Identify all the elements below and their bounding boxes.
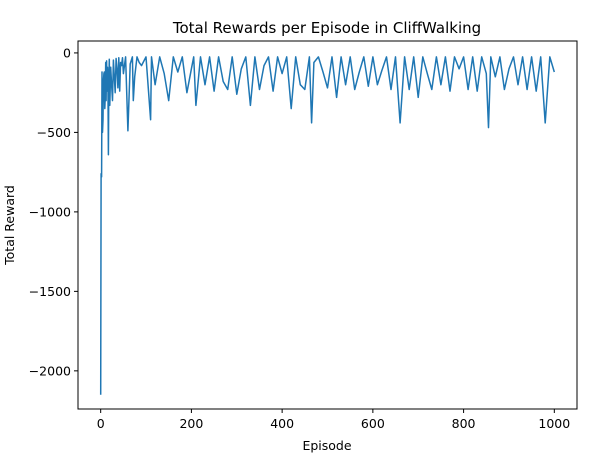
plot-frame	[77, 40, 578, 410]
y-tick-label: −2000	[29, 363, 71, 378]
x-tick-label: 800	[452, 416, 476, 431]
y-tick-label: −1500	[29, 284, 71, 299]
x-axis-ticks: 0 200 400 600 800 1000	[97, 409, 570, 431]
chart-title: Total Rewards per Episode in CliffWalkin…	[172, 19, 481, 37]
x-tick-label: 400	[270, 416, 294, 431]
y-tick-label: −1000	[29, 204, 71, 219]
series-line-0	[99, 56, 556, 395]
y-axis-ticks: 0 −500 −1000 −1500 −2000	[29, 45, 78, 378]
y-tick-label: 0	[63, 45, 71, 60]
x-tick-label: 0	[97, 416, 105, 431]
x-tick-label: 600	[361, 416, 385, 431]
y-tick-label: −500	[37, 125, 71, 140]
line-series-layer	[99, 56, 556, 395]
x-tick-label: 1000	[538, 416, 570, 431]
x-axis-label: Episode	[302, 438, 351, 453]
x-tick-label: 200	[179, 416, 203, 431]
y-axis-label: Total Reward	[2, 185, 17, 266]
